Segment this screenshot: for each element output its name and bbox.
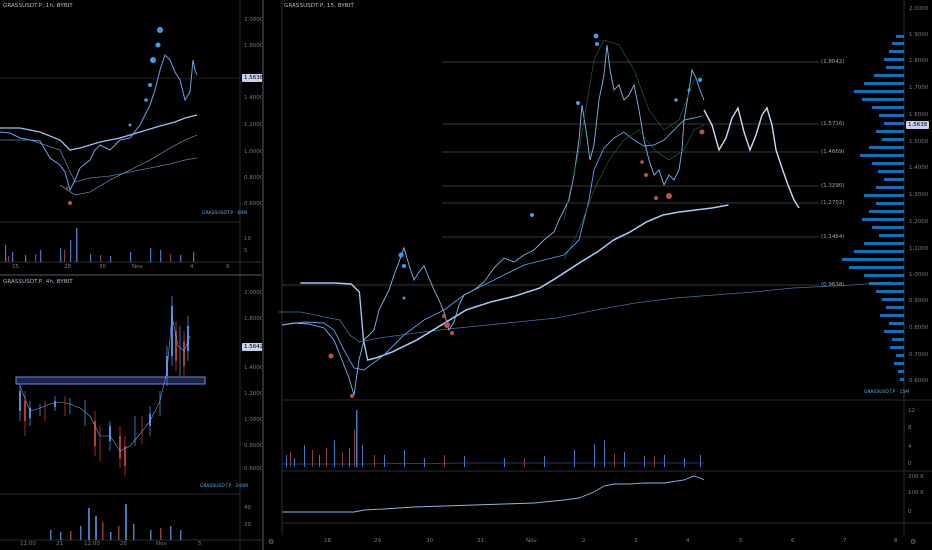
time-tick: 25 — [12, 264, 19, 270]
fib-level-label: (1.1454) — [821, 234, 845, 240]
chart-pane-4h[interactable]: GRASSUSDT.P, 4h, BYBIT — [0, 276, 266, 550]
price-tag: 1.5638 — [906, 121, 930, 129]
time-tick: 6 — [226, 264, 230, 270]
price-tick: 0.7000 — [909, 352, 929, 358]
price-tick: 1.8000 — [244, 316, 264, 322]
volume-tick: 4 — [908, 444, 912, 450]
price-tick: 1.3000 — [909, 192, 929, 198]
pane-divider[interactable] — [0, 274, 262, 276]
time-tick: 4 — [686, 538, 690, 544]
price-tick: 1.1000 — [909, 246, 929, 252]
chart-pane-15m[interactable]: GRASSUSDT.P, 15, BYBIT — [264, 0, 932, 550]
volume-tick: 5 — [244, 248, 248, 254]
time-tick: 12:00 — [84, 541, 100, 547]
price-tick: 0.6000 — [244, 466, 264, 472]
time-tick: 28 — [120, 541, 127, 547]
price-tick: 1.4000 — [244, 95, 264, 101]
chart-title-15m: GRASSUSDT.P, 15, BYBIT — [284, 3, 354, 9]
chart-canvas-1h[interactable] — [0, 0, 262, 274]
time-tick: 7 — [843, 538, 847, 544]
time-tick: 5 — [198, 541, 202, 547]
chart-title-1h: GRASSUSDT.P, 1h, BYBIT — [3, 3, 73, 9]
time-tick: 5 — [739, 538, 743, 544]
price-tick: 0.8000 — [244, 443, 264, 449]
price-tick: 0.8000 — [909, 325, 929, 331]
gear-icon[interactable]: ⚙ — [910, 538, 917, 546]
pane-divider-vertical[interactable] — [262, 0, 264, 550]
price-tick: 1.8000 — [909, 58, 929, 64]
time-tick: 2 — [582, 538, 586, 544]
time-tick: 31 — [477, 538, 484, 544]
fib-level-label: (0.9638) — [821, 282, 845, 288]
chart-canvas-15m[interactable] — [264, 0, 932, 550]
price-tick: 1.0000 — [244, 149, 264, 155]
price-tick: 0.6000 — [244, 201, 264, 207]
time-tick: Nov — [132, 264, 143, 270]
volume-tick: 12 — [908, 408, 915, 414]
volume-tick: 8 — [908, 425, 912, 431]
chart-canvas-4h[interactable] — [0, 276, 262, 550]
fib-level-label: (1.8042) — [821, 59, 845, 65]
price-tick: 0.8000 — [244, 175, 264, 181]
price-tick: 1.2000 — [244, 122, 264, 128]
price-tick: 2.0000 — [244, 17, 264, 23]
volume-tick: 0 — [908, 461, 912, 467]
time-tick: 6 — [791, 538, 795, 544]
gear-icon[interactable]: ⚙ — [268, 538, 275, 546]
price-tag: 1.5642 — [242, 343, 266, 351]
fib-level-label: (1.4669) — [821, 149, 845, 155]
time-tick: 28 — [324, 538, 331, 544]
oi-tick: 100 K — [908, 490, 924, 496]
time-tick: 8 — [894, 538, 898, 544]
symbol-watermark: GRASSUSDT.P · 15M — [864, 390, 910, 395]
volume-tick: 20 — [244, 522, 251, 528]
price-tick: 1.9000 — [909, 32, 929, 38]
symbol-watermark: GRASSUSDT.P · 60M — [202, 211, 248, 216]
price-tick: 1.2000 — [909, 219, 929, 225]
price-tick: 0.9000 — [909, 298, 929, 304]
time-tick: Nov — [156, 541, 167, 547]
oi-tick: 0 — [908, 509, 912, 515]
time-tick: 4 — [190, 264, 194, 270]
volume-tick: 10 — [244, 236, 251, 242]
time-tick: Nov — [526, 538, 537, 544]
price-tick: 1.4000 — [909, 165, 929, 171]
chart-pane-1h[interactable]: GRASSUSDT.P, 1h, BYBIT — [0, 0, 266, 274]
price-tick: 1.0000 — [244, 417, 264, 423]
price-tick: 1.8000 — [244, 43, 264, 49]
price-tick: 0.6000 — [909, 378, 929, 384]
oi-tick: 200 K — [908, 474, 924, 480]
symbol-watermark: GRASSUSDT.P · 240M — [200, 484, 248, 489]
price-tick: 1.5000 — [909, 139, 929, 145]
fib-level-label: (1.5716) — [821, 121, 845, 127]
time-tick: 28 — [64, 264, 71, 270]
time-tick: 30 — [99, 264, 106, 270]
chart-title-4h: GRASSUSDT.P, 4h, BYBIT — [3, 279, 73, 285]
fib-level-label: (1.3290) — [821, 183, 845, 189]
price-tag: 1.5638 — [242, 74, 266, 82]
time-tick: 30 — [426, 538, 433, 544]
price-tick: 1.7000 — [909, 85, 929, 91]
price-tick: 2.0000 — [909, 6, 929, 12]
time-tick: 21 — [56, 541, 63, 547]
time-tick: 12:00 — [20, 541, 36, 547]
time-tick: 29 — [374, 538, 381, 544]
volume-tick: 40 — [244, 505, 251, 511]
fib-level-label: (1.2702) — [821, 200, 845, 206]
price-tick: 1.4000 — [244, 365, 264, 371]
price-tick: 1.6000 — [909, 112, 929, 118]
price-tick: 1.0000 — [909, 272, 929, 278]
price-tick: 2.0000 — [244, 290, 264, 296]
price-tick: 1.2000 — [244, 391, 264, 397]
time-tick: 3 — [634, 538, 638, 544]
